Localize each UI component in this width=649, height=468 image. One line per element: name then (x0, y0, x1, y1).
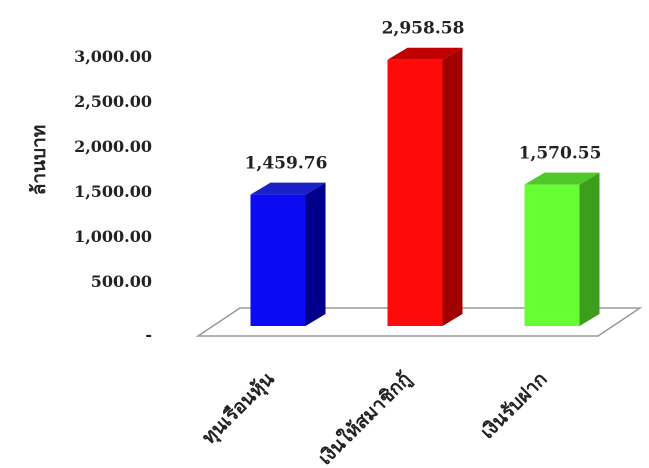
bar-front-face (250, 194, 306, 326)
category-label: เงินรับฝาก (476, 368, 551, 443)
data-label: 2,958.58 (382, 19, 465, 39)
y-tick-label: 1,000.00 (74, 227, 152, 246)
category-label: ทุนเรือนหุ้น (198, 368, 279, 449)
data-label: 1,570.55 (519, 144, 602, 164)
bar-top-face (250, 182, 326, 195)
y-tick-label: 2,000.00 (74, 137, 152, 156)
data-labels: 1,459.76 2,958.58 1,570.55 (245, 19, 602, 174)
bar-side-face (442, 47, 463, 327)
y-axis-label: ล้านบาท (28, 125, 50, 196)
bar (524, 172, 600, 326)
y-tick-label: 1,500.00 (74, 182, 152, 201)
y-tick-label: 500.00 (91, 272, 152, 291)
bar-side-face (305, 182, 326, 326)
y-axis-ticks: - 500.00 1,000.00 1,500.00 2,000.00 2,500.00 3… (74, 47, 152, 344)
category-label: เงินให้สมาชิกกู้ (314, 367, 417, 468)
bar-top-face (524, 172, 600, 185)
data-label: 1,459.76 (245, 154, 328, 174)
bar-side-face (579, 172, 600, 326)
bars (250, 47, 600, 327)
bar-top-face (387, 47, 463, 60)
y-tick-label: - (145, 325, 152, 344)
category-labels: ทุนเรือนหุ้น เงินให้สมาชิกกู้ เงินรับฝาก (198, 367, 552, 468)
bar (250, 182, 326, 326)
bar-front-face (524, 184, 580, 326)
bar-front-face (387, 59, 443, 327)
y-tick-label: 2,500.00 (74, 92, 152, 111)
y-tick-label: 3,000.00 (74, 47, 152, 66)
bar (387, 47, 463, 327)
